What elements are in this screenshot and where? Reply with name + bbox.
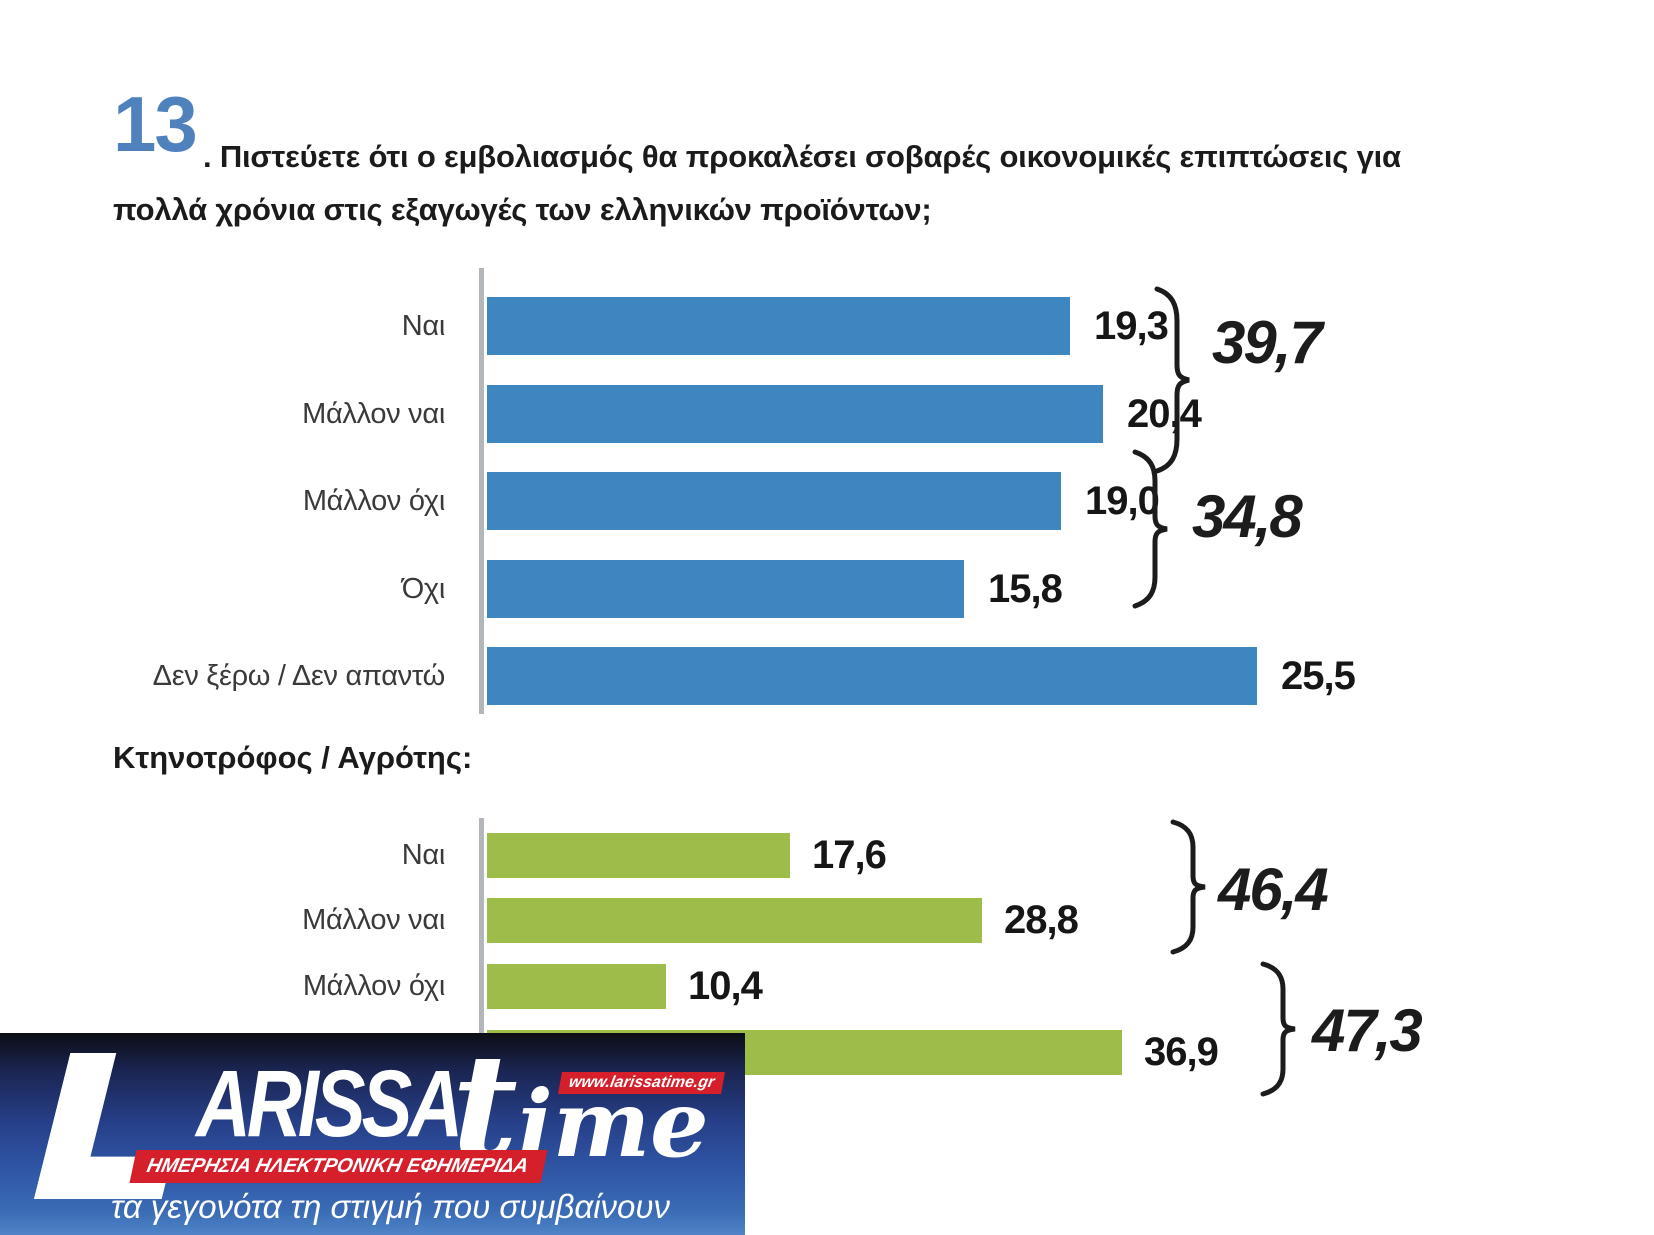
- category-label: Μάλλον ναι: [302, 397, 445, 430]
- bar-value-label: 15,8: [988, 566, 1063, 611]
- bar-value-label: 19,3: [1094, 303, 1169, 348]
- bar: [487, 385, 1103, 443]
- section-label: Κτηνοτρόφος / Αγρότης:: [113, 740, 473, 775]
- question-number: 13: [113, 80, 198, 168]
- total-no-group: 34,8: [1192, 483, 1303, 550]
- larissatime-banner: ARISSA time www.larissatime.gr ΗΜΕΡΗΣΙΑ …: [0, 1033, 745, 1235]
- banner-ribbon-text: ΗΜΕΡΗΣΙΑ ΗΛΕΚΤΡΟΝΙΚΗ ΕΦΗΜΕΡΙΔΑ: [129, 1150, 548, 1183]
- larissatime-logo-arissa: ARISSA: [196, 1051, 463, 1157]
- bar-value-label: 28,8: [1004, 898, 1079, 942]
- bar: [487, 833, 790, 878]
- question-text: . Πιστεύετε ότι ο εμβολιασμός θα προκαλέ…: [113, 139, 1401, 227]
- brace-group-yes-farmers: [1170, 819, 1206, 955]
- category-label: Όχι: [401, 572, 446, 605]
- category-label: Μάλλον ναι: [302, 904, 445, 936]
- bar: [487, 297, 1070, 355]
- category-label: Ναι: [401, 839, 446, 871]
- bar: [487, 647, 1257, 705]
- chart2-axis-line: [479, 818, 484, 1035]
- bar: [487, 964, 666, 1009]
- brace-group-yes: [1154, 286, 1190, 474]
- bar-value-label: 36,9: [1144, 1030, 1219, 1074]
- banner-tagline: τα γεγονότα τη στιγμή που συμβαίνουν: [110, 1188, 671, 1225]
- bar-value-label: 25,5: [1281, 653, 1356, 698]
- chart1-axis-line: [479, 268, 484, 714]
- category-label: Ναι: [401, 309, 446, 342]
- bar: [487, 560, 964, 618]
- bar-value-label: 10,4: [688, 964, 763, 1008]
- bar-value-label: 19,0: [1085, 478, 1160, 523]
- bar: [487, 898, 982, 943]
- larissatime-url: www.larissatime.gr: [558, 1072, 726, 1094]
- category-label: Δεν ξέρω / Δεν απαντώ: [152, 659, 446, 692]
- category-label: Μάλλον όχι: [302, 484, 445, 517]
- bar-value-label: 20,4: [1127, 391, 1202, 436]
- brace-group-no: [1132, 449, 1168, 609]
- total-yes-group-farmers: 46,4: [1218, 856, 1329, 923]
- bar: [487, 472, 1061, 530]
- total-yes-group: 39,7: [1212, 309, 1323, 376]
- category-label: Μάλλον όχι: [302, 970, 445, 1002]
- brace-group-no-farmers: [1260, 961, 1296, 1097]
- total-no-group-farmers: 47,3: [1312, 997, 1423, 1064]
- bar-value-label: 17,6: [812, 833, 887, 877]
